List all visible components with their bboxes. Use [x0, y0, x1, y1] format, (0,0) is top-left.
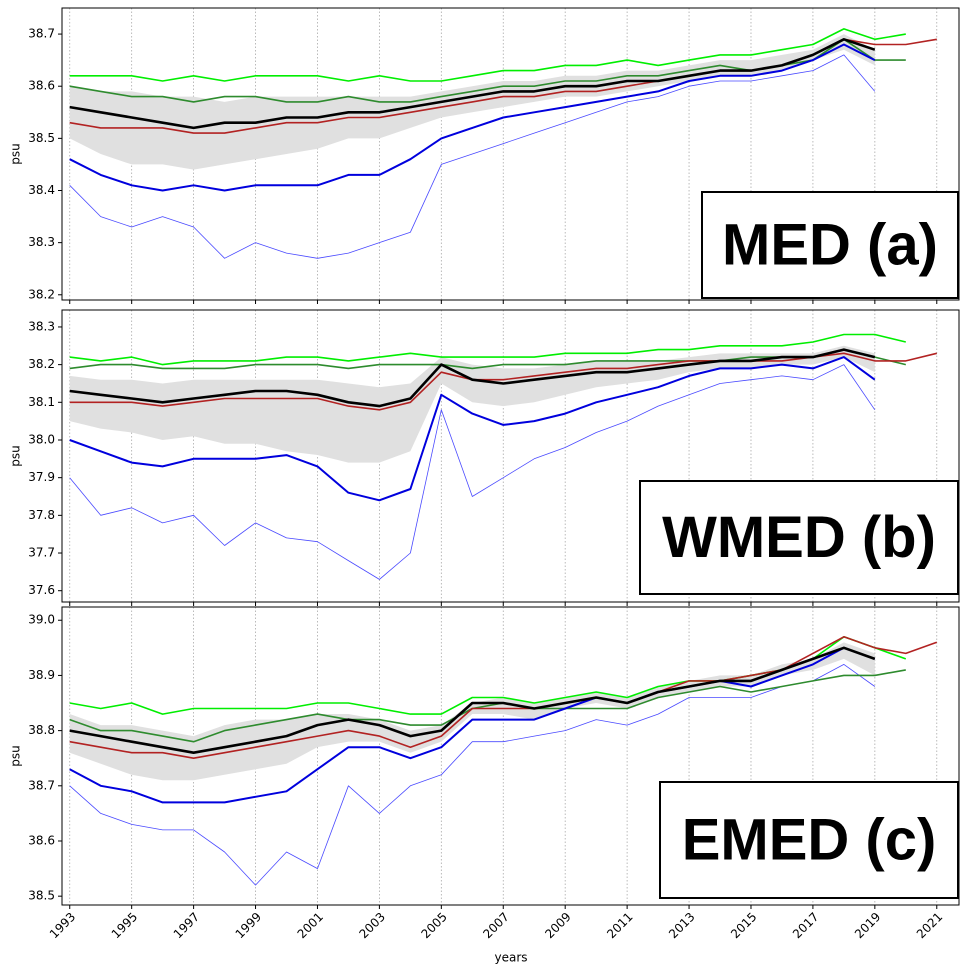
- y-tick-label: 38.4: [28, 183, 55, 197]
- x-tick-label: 2011: [604, 910, 635, 941]
- series-line: [69, 636, 938, 759]
- series-line: [69, 664, 876, 886]
- spread-band: [69, 642, 875, 781]
- x-tick-label: 1997: [171, 910, 202, 941]
- y-tick-label: 38.6: [28, 79, 55, 93]
- series-line: [69, 348, 906, 370]
- x-tick-label: 2007: [480, 910, 511, 941]
- y-tick-label: 38.7: [28, 27, 55, 41]
- plot-frame: [61, 606, 960, 906]
- series-line: [69, 364, 876, 580]
- series-line: [69, 333, 906, 366]
- series-line: [69, 356, 876, 502]
- series-line: [69, 54, 876, 259]
- series-line: [69, 646, 876, 754]
- y-tick-label: 38.5: [28, 131, 55, 145]
- plot-frame: [61, 309, 960, 603]
- plot-frame: [61, 7, 960, 301]
- series-line: [69, 28, 906, 82]
- x-tick-label: 1999: [233, 910, 264, 941]
- y-tick-label: 38.3: [28, 319, 55, 333]
- x-tick-label: 1993: [47, 910, 78, 941]
- y-tick-label: 38.2: [28, 287, 55, 301]
- y-tick-label: 38.6: [28, 833, 55, 847]
- series-line: [69, 669, 906, 743]
- annotation: MED (a): [722, 212, 938, 277]
- y-tick-label: 38.7: [28, 778, 55, 792]
- x-tick-label: 2021: [914, 910, 945, 941]
- series-line: [69, 348, 876, 408]
- annotation: WMED (b): [662, 505, 936, 570]
- y-axis-label: psu: [9, 445, 23, 466]
- x-tick-label: 2015: [728, 910, 759, 941]
- x-tick-label: 1995: [109, 910, 140, 941]
- y-tick-label: 38.2: [28, 357, 55, 371]
- series-line: [69, 646, 876, 804]
- x-tick-label: 2005: [418, 910, 449, 941]
- y-tick-label: 37.6: [28, 583, 55, 597]
- x-tick-label: 2009: [542, 910, 573, 941]
- y-axis-label: psu: [9, 745, 23, 766]
- y-tick-label: 38.0: [28, 432, 55, 446]
- y-tick-label: 38.5: [28, 889, 55, 903]
- series-line: [69, 43, 876, 192]
- spread-band: [69, 345, 875, 463]
- y-axis-label: psu: [9, 143, 23, 164]
- y-tick-label: 38.3: [28, 235, 55, 249]
- x-tick-label: 2017: [790, 910, 821, 941]
- series-line: [69, 352, 937, 411]
- annotation-box: [701, 191, 959, 299]
- y-tick-label: 37.7: [28, 546, 55, 560]
- y-tick-label: 37.8: [28, 508, 55, 522]
- x-tick-label: 2001: [295, 910, 326, 941]
- y-tick-label: 38.1: [28, 395, 55, 409]
- x-axis-label: years: [494, 951, 527, 965]
- annotation-box: [659, 781, 959, 899]
- y-tick-label: 39.0: [28, 613, 55, 627]
- series-line: [69, 38, 876, 130]
- annotation: EMED (c): [682, 807, 937, 872]
- x-tick-label: 2019: [852, 910, 883, 941]
- y-tick-label: 38.8: [28, 723, 55, 737]
- annotation-box: [639, 480, 959, 595]
- y-tick-label: 37.9: [28, 470, 55, 484]
- x-tick-label: 2013: [666, 910, 697, 941]
- x-tick-label: 2003: [356, 910, 387, 941]
- y-tick-label: 38.9: [28, 668, 55, 682]
